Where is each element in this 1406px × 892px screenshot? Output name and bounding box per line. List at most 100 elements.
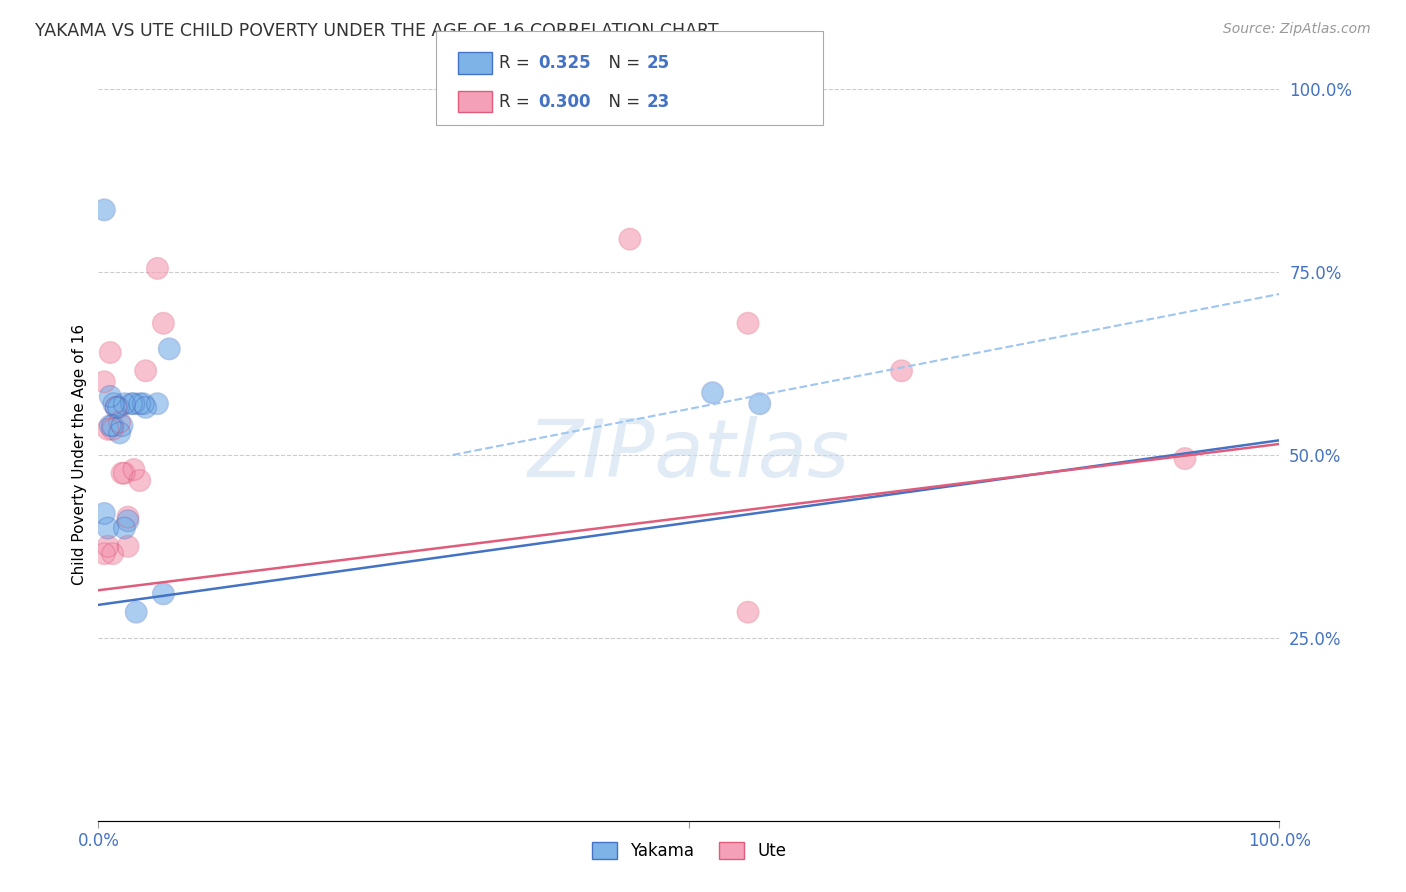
- Point: [103, 397, 125, 411]
- Text: N =: N =: [598, 93, 645, 111]
- Point: [619, 232, 641, 246]
- Point: [105, 401, 128, 415]
- Point: [890, 364, 912, 378]
- Point: [1174, 451, 1197, 466]
- Point: [132, 397, 155, 411]
- Point: [111, 418, 134, 433]
- Point: [105, 401, 128, 415]
- Point: [128, 474, 150, 488]
- Point: [101, 422, 124, 436]
- Point: [97, 521, 120, 535]
- Point: [111, 418, 134, 433]
- Point: [737, 605, 759, 619]
- Point: [702, 385, 724, 400]
- Point: [98, 345, 121, 359]
- Point: [108, 415, 131, 429]
- Point: [107, 401, 129, 415]
- Point: [152, 587, 174, 601]
- Point: [152, 587, 174, 601]
- Point: [146, 397, 169, 411]
- Point: [117, 514, 139, 528]
- Point: [1174, 451, 1197, 466]
- Point: [152, 316, 174, 330]
- Point: [146, 261, 169, 276]
- Point: [112, 521, 135, 535]
- Text: 0.300: 0.300: [538, 93, 591, 111]
- Point: [111, 466, 134, 480]
- Point: [108, 425, 131, 440]
- Point: [93, 547, 115, 561]
- Point: [108, 425, 131, 440]
- Point: [93, 507, 115, 521]
- Point: [112, 466, 135, 480]
- Point: [93, 507, 115, 521]
- Point: [737, 316, 759, 330]
- Y-axis label: Child Poverty Under the Age of 16: Child Poverty Under the Age of 16: [72, 325, 87, 585]
- Point: [121, 397, 143, 411]
- Point: [101, 422, 124, 436]
- Point: [152, 316, 174, 330]
- Point: [105, 401, 128, 415]
- Text: R =: R =: [499, 93, 536, 111]
- Point: [125, 605, 148, 619]
- Point: [93, 547, 115, 561]
- Point: [135, 364, 157, 378]
- Point: [98, 389, 121, 403]
- Point: [117, 539, 139, 553]
- Point: [157, 342, 180, 356]
- Point: [125, 605, 148, 619]
- Point: [93, 375, 115, 389]
- Point: [748, 397, 770, 411]
- Text: YAKAMA VS UTE CHILD POVERTY UNDER THE AGE OF 16 CORRELATION CHART: YAKAMA VS UTE CHILD POVERTY UNDER THE AG…: [35, 22, 718, 40]
- Point: [98, 345, 121, 359]
- Point: [112, 466, 135, 480]
- Point: [98, 418, 121, 433]
- Point: [98, 389, 121, 403]
- Point: [702, 385, 724, 400]
- Point: [748, 397, 770, 411]
- Point: [117, 514, 139, 528]
- Point: [103, 397, 125, 411]
- Point: [128, 397, 150, 411]
- Point: [97, 539, 120, 553]
- Text: Source: ZipAtlas.com: Source: ZipAtlas.com: [1223, 22, 1371, 37]
- Point: [890, 364, 912, 378]
- Legend: Yakama, Ute: Yakama, Ute: [585, 836, 793, 867]
- Point: [108, 415, 131, 429]
- Point: [93, 202, 115, 217]
- Point: [97, 539, 120, 553]
- Point: [146, 261, 169, 276]
- Text: 0.325: 0.325: [538, 54, 591, 71]
- Point: [101, 418, 124, 433]
- Point: [135, 401, 157, 415]
- Point: [132, 397, 155, 411]
- Point: [111, 466, 134, 480]
- Text: R =: R =: [499, 54, 536, 71]
- Point: [128, 397, 150, 411]
- Text: 23: 23: [647, 93, 671, 111]
- Text: N =: N =: [598, 54, 645, 71]
- Point: [737, 316, 759, 330]
- Point: [135, 401, 157, 415]
- Point: [101, 418, 124, 433]
- Point: [97, 422, 120, 436]
- Point: [112, 397, 135, 411]
- Point: [117, 539, 139, 553]
- Point: [97, 422, 120, 436]
- Text: ZIPatlas: ZIPatlas: [527, 416, 851, 494]
- Point: [121, 397, 143, 411]
- Point: [112, 521, 135, 535]
- Point: [737, 605, 759, 619]
- Point: [122, 462, 145, 476]
- Point: [98, 418, 121, 433]
- Point: [97, 521, 120, 535]
- Point: [122, 397, 145, 411]
- Point: [117, 510, 139, 524]
- Point: [128, 474, 150, 488]
- Text: 25: 25: [647, 54, 669, 71]
- Point: [619, 232, 641, 246]
- Point: [101, 547, 124, 561]
- Point: [101, 547, 124, 561]
- Point: [112, 397, 135, 411]
- Point: [105, 401, 128, 415]
